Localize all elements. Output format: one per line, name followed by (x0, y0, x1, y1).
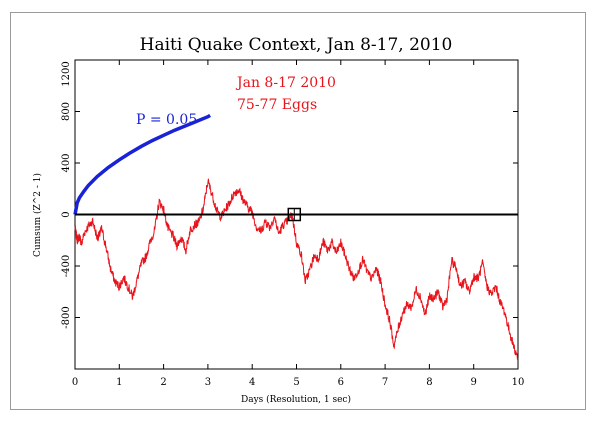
y-tick-label: 400 (61, 153, 72, 172)
annotation-date-range: Jan 8-17 2010 (235, 75, 336, 91)
series-line-envelope (73, 113, 211, 215)
x-tick-label: 8 (426, 377, 432, 388)
y-axis-label: Cumsum (Z^2 - 1) (32, 173, 43, 257)
envelope-label: P = 0.05 (136, 112, 197, 128)
annotation-egg-count: 75-77 Eggs (237, 97, 317, 113)
series-layer (73, 113, 519, 360)
y-tick-label: -400 (61, 255, 72, 277)
x-tick-label: 9 (471, 377, 477, 388)
chart-frame (10, 12, 586, 410)
x-tick-label: 1 (116, 377, 122, 388)
series-line-cumsum (74, 178, 519, 360)
y-tick-label: 0 (61, 211, 72, 217)
y-tick-label: 800 (61, 102, 72, 121)
y-tick-label: -800 (61, 306, 72, 328)
x-tick-label: 5 (293, 377, 299, 388)
x-tick-label: 6 (338, 377, 344, 388)
x-tick-label: 3 (205, 377, 211, 388)
x-axis: 0 1 2 3 4 5 6 7 8 9 10 (72, 60, 525, 388)
x-axis-label: Days (Resolution, 1 sec) (241, 394, 351, 405)
y-tick-label: 1200 (61, 61, 72, 86)
x-tick-label: 0 (72, 377, 78, 388)
x-tick-label: 10 (512, 377, 525, 388)
x-tick-label: 4 (249, 377, 255, 388)
x-tick-label: 2 (160, 377, 166, 388)
x-tick-label: 7 (382, 377, 388, 388)
chart-title: Haiti Quake Context, Jan 8-17, 2010 (140, 35, 453, 55)
